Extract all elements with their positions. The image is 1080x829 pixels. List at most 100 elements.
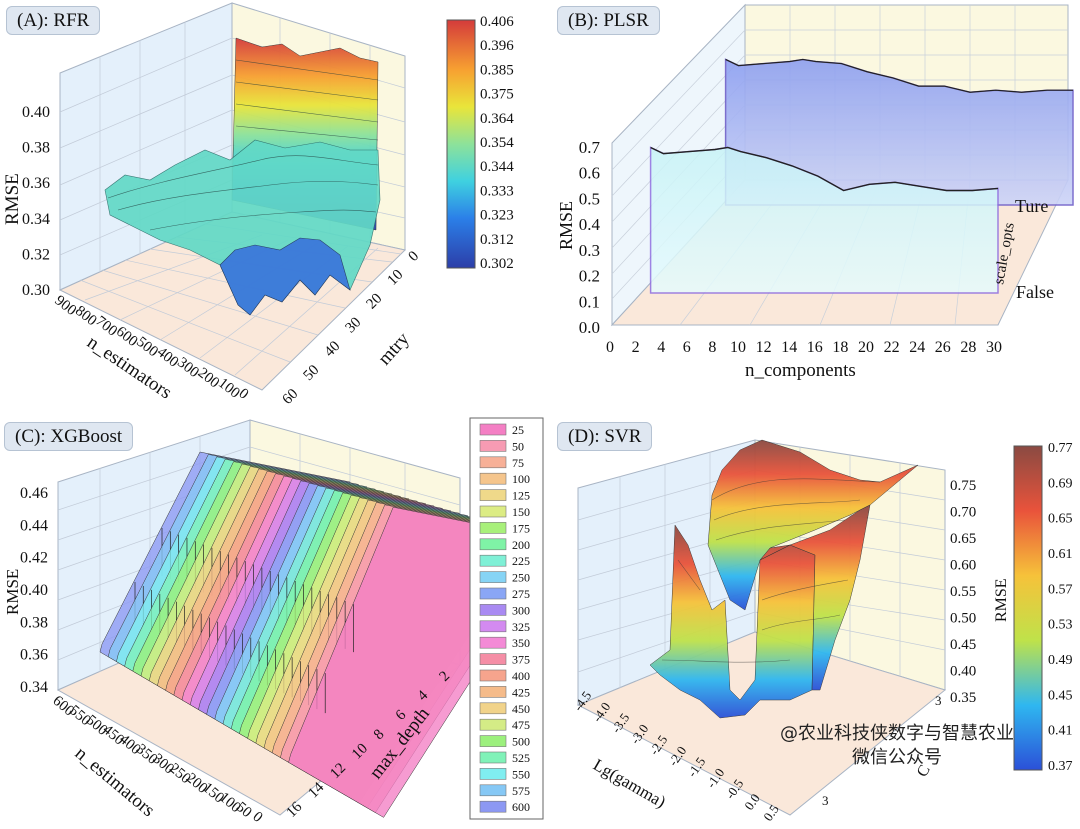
panel-b-series-false-top-line [650,146,999,192]
panel-c-legend-swatch [479,538,507,551]
panel-d-colorbar-tick: 0.61 [1048,547,1073,562]
panel-d-colorbar-tick: 0.77 [1048,441,1073,456]
panel-a-z-tick: 0.34 [22,211,50,228]
panel-d-z-tick: 0.45 [950,637,976,653]
panel-c-zlabel: RMSE [3,569,22,615]
panel-c-legend-swatch [479,636,507,649]
panel-b-z-tick: 0.3 [579,241,600,260]
panel-d-colorbar-tick: 0.49 [1048,653,1073,668]
panel-a-ylabel: mtry [374,328,414,369]
panel-b-series-ture-top-line [725,58,1073,93]
panel-b-x-tick: 30 [986,339,1002,356]
panel-d-z-ticks: 0.35 0.40 0.45 0.50 0.55 0.60 0.65 0.70 0.75 [950,478,976,706]
panel-c-legend-swatch [479,653,507,665]
panel-b-x-tick: 28 [960,339,976,356]
panel-a-colorbar [446,19,476,269]
panel-c-legend-label: 475 [512,718,530,732]
panel-d-surface-high [707,439,919,611]
panel-c-z-tick: 0.42 [20,550,48,567]
panel-c-legend-swatch [479,751,507,764]
panel-c-legend-label: 575 [512,784,530,798]
panel-c-legend-swatch [479,472,507,485]
panel-b-title: (B): PLSR [557,6,660,35]
panel-d-title: (D): SVR [557,422,653,451]
panel-c-legend-label: 125 [512,489,530,503]
panel-c-legend-label: 275 [512,587,530,601]
panel-a-z-tick: 0.32 [22,246,50,263]
panel-c-z-tick: 0.46 [20,485,48,502]
panel-b-tick-ture: Ture [1015,196,1048,216]
panel-d-colorbar-tick: 0.53 [1048,618,1073,633]
panel-a: 0.30 0.32 0.34 0.36 0.38 0.40 900800700600500… [2,2,514,408]
panel-d-z-tick: 0.40 [950,664,976,680]
panel-c-legend-swatch [479,522,507,534]
panel-c-z-tick: 0.36 [20,647,48,664]
panel-b-z-tick: 0.4 [579,215,601,234]
panel-b-z-tick: 0.6 [579,164,600,183]
panel-a-y-tick: 40 [322,338,344,360]
panel-d-surface-contours [661,478,881,663]
panel-c-z-tick: 0.44 [20,517,48,534]
panel-c-legend-swatch [479,456,507,469]
panel-a-z-tick: 0.40 [22,104,50,121]
panel-d-colorbar [1013,445,1043,771]
panel-d-zlabel: RMSE [993,578,1010,622]
panel-b-x-tick: 8 [708,339,716,356]
panel-d: 0.350.400.450.500.550.600.650.700.75 -4.… [570,439,1073,824]
panel-d-surface-right [759,504,871,691]
panel-b-x-tick: 24 [909,339,925,356]
panel-d-colorbar-tick: 0.57 [1048,582,1073,597]
panel-c-legend-swatch [479,669,507,682]
panel-d-colorbar-tick: 0.45 [1048,688,1073,703]
panel-d-z-tick: 0.50 [950,611,976,627]
panel-c-legend-label: 400 [512,669,530,683]
panel-c-legend-swatch [479,718,507,731]
panel-a-colorbar-tick: 0.333 [480,183,514,199]
panel-a-colorbar-tick: 0.396 [480,38,514,54]
panel-a-colorbar-tick: 0.323 [480,208,514,224]
panel-c: 0.34 0.36 0.38 0.40 0.42 0.44 0.46 600 550 500 45… [3,417,544,826]
panel-b-z-tick: 0.7 [579,138,601,157]
panel-a-surface-contours [107,59,379,231]
panel-a-y-tick: 50 [301,362,323,384]
panel-c-legend-swatch [479,505,507,518]
panel-c-legend: 25 50 75 100 125 150 175 200 225 250 275 300 325 350 3… [479,423,530,814]
panel-b-x-tick: 2 [632,339,640,356]
panel-b-x-tick: 20 [858,339,874,356]
panel-a-colorbar-tick: 0.385 [480,62,514,78]
panel-a-surface-valleys [219,237,351,316]
panel-c-legend-label: 250 [512,571,530,585]
panel-a-y-tick: 20 [364,291,386,313]
panel-b-x-tick: 4 [657,339,665,356]
watermark: @农业科技侠数字与智慧农业 微信公众号 [752,722,1042,770]
panel-b-x-tick: 10 [730,339,746,356]
panel-b-x-tick: 6 [683,339,691,356]
panel-d-colorbar-tick: 0.41 [1048,724,1073,739]
panel-d-z-tick: 0.70 [950,505,976,521]
panel-c-z-tick: 0.38 [20,614,48,631]
panel-a-z-ticks: 0.30 0.32 0.34 0.36 0.38 0.40 [22,104,50,299]
panel-b: 0.0 0.1 0.2 0.3 0.4 0.5 0.6 0.7 0 2 4 6 8 10 12 14 16 18… [556,3,1074,381]
panel-c-legend-swatch [479,702,507,715]
panel-d-z-tick: 0.35 [950,690,976,706]
panel-d-colorbar-tick: 0.37 [1048,759,1073,774]
panel-c-title: (C): XGBoost [4,422,134,451]
panel-d-colorbar-ticks: 0.77 0.69 0.65 0.61 0.57 0.53 0.49 0.45 0.41 0.37 [1048,441,1073,774]
panel-b-x-tick: 26 [935,339,951,356]
panel-b-zlabel: RMSE [556,201,576,250]
panel-a-z-tick: 0.36 [22,175,50,192]
panel-a-colorbar-tick: 0.364 [480,111,514,127]
panel-b-x-tick: 0 [606,339,614,356]
panel-c-legend-swatch [479,784,507,797]
panel-c-legend-label: 350 [512,636,530,650]
panel-c-legend-label: 450 [512,702,530,716]
panel-c-z-ticks: 0.34 0.36 0.38 0.40 0.42 0.44 0.46 [20,485,48,696]
panel-c-ribbon-edge [324,604,354,714]
panel-d-colorbar-tick: 0.69 [1048,476,1073,491]
panel-b-tick-false: False [1016,282,1054,302]
panel-d-z-tick: 0.55 [950,584,976,600]
panel-a-zlabel: RMSE [2,173,23,225]
panel-a-y-tick: 60 [280,386,302,408]
